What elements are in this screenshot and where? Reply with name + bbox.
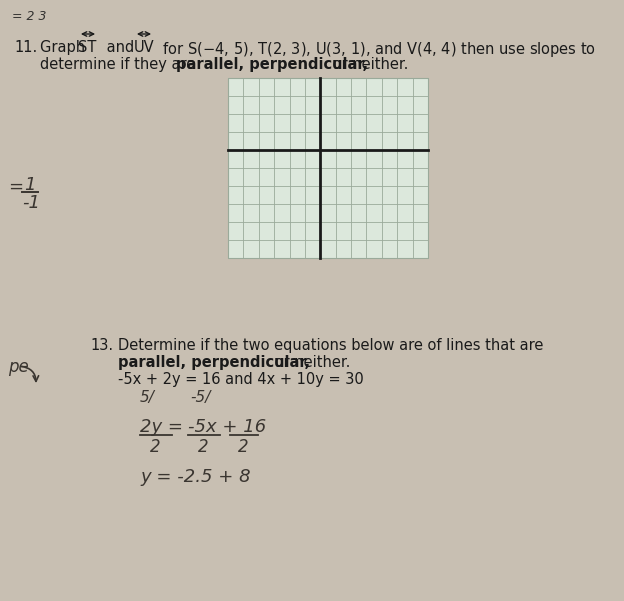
Text: 2: 2 bbox=[150, 438, 160, 456]
Text: 2: 2 bbox=[238, 438, 248, 456]
Text: pe: pe bbox=[8, 358, 29, 376]
Text: -5/: -5/ bbox=[190, 390, 210, 405]
Text: and: and bbox=[102, 40, 139, 55]
Text: for S($-$4, 5), T(2, 3), U(3, 1), and V(4, 4) then use slopes to: for S($-$4, 5), T(2, 3), U(3, 1), and V(… bbox=[158, 40, 596, 59]
Text: ST: ST bbox=[78, 40, 96, 55]
Bar bbox=[228, 78, 428, 258]
Text: y = -2.5 + 8: y = -2.5 + 8 bbox=[140, 468, 251, 486]
Text: UV: UV bbox=[134, 40, 155, 55]
Text: parallel, perpendicular,: parallel, perpendicular, bbox=[118, 355, 310, 370]
Text: -5x + 2y = 16 and 4x + 10y = 30: -5x + 2y = 16 and 4x + 10y = 30 bbox=[118, 372, 364, 387]
Text: -1: -1 bbox=[22, 194, 40, 212]
Text: Determine if the two equations below are of lines that are: Determine if the two equations below are… bbox=[118, 338, 544, 353]
Text: 13.: 13. bbox=[90, 338, 113, 353]
Text: = 2 3: = 2 3 bbox=[12, 10, 47, 23]
Text: =: = bbox=[8, 178, 23, 196]
Text: parallel, perpendicular,: parallel, perpendicular, bbox=[176, 57, 368, 72]
Text: or neither.: or neither. bbox=[270, 355, 350, 370]
Text: 5/: 5/ bbox=[140, 390, 155, 405]
Text: 2y =: 2y = bbox=[140, 418, 183, 436]
Text: or neither.: or neither. bbox=[328, 57, 408, 72]
Text: -5x + 16: -5x + 16 bbox=[188, 418, 266, 436]
Text: 11.: 11. bbox=[14, 40, 37, 55]
Text: 1: 1 bbox=[24, 176, 36, 194]
Text: 2: 2 bbox=[198, 438, 208, 456]
Text: Graph: Graph bbox=[40, 40, 90, 55]
Text: determine if they are: determine if they are bbox=[40, 57, 200, 72]
